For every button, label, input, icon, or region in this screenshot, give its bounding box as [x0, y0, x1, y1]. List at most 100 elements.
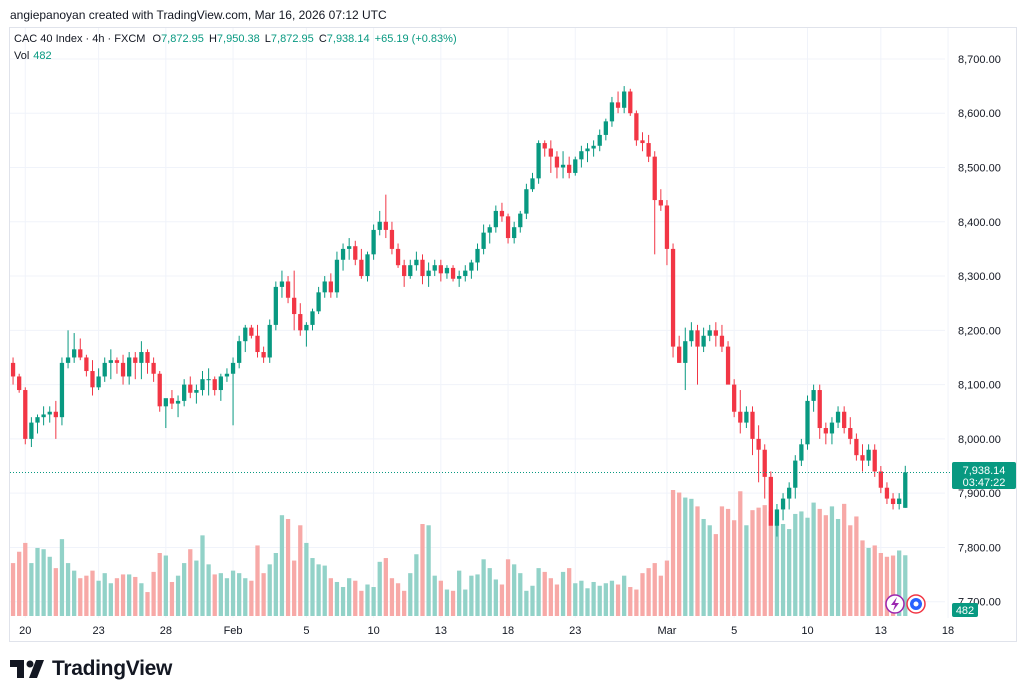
candle-body — [359, 259, 364, 277]
volume-bars — [10, 490, 908, 616]
volume-bar — [811, 502, 816, 616]
candle-body — [567, 164, 572, 173]
candle-body — [402, 265, 407, 277]
candle-body — [768, 476, 773, 526]
volume-bar — [444, 589, 450, 616]
candle-body — [493, 210, 498, 228]
candle-body — [646, 143, 651, 157]
candle-body — [878, 471, 883, 488]
volume-legend-label: Vol — [14, 50, 30, 62]
volume-tag-bg — [952, 603, 978, 617]
candle-body — [420, 259, 425, 277]
volume-bar — [695, 506, 700, 616]
volume-bar — [518, 573, 523, 616]
candle-body — [371, 229, 376, 255]
candle-body — [120, 362, 126, 377]
volume-bar — [872, 545, 877, 616]
volume-bar — [738, 491, 743, 616]
candle-body — [151, 362, 156, 374]
y-tick-label: 8,300.00 — [958, 271, 1001, 283]
candle-body — [261, 352, 266, 358]
candle-body — [780, 498, 786, 510]
volume-bar — [780, 524, 786, 616]
volume-bar — [897, 550, 902, 616]
x-tick-label: 28 — [160, 625, 172, 637]
tradingview-logo[interactable]: TradingView — [10, 657, 172, 681]
x-tick-label: 5 — [731, 625, 737, 637]
x-tick-label: 10 — [367, 625, 379, 637]
lightning-icon[interactable] — [885, 594, 905, 614]
y-tick-label: 8,200.00 — [958, 325, 1001, 337]
volume-bar — [17, 551, 22, 616]
candle-body — [84, 357, 89, 372]
candle-body — [658, 200, 663, 206]
candle-body — [212, 379, 217, 391]
volume-tag-value: 482 — [956, 605, 974, 617]
volume-bar — [548, 578, 553, 616]
y-tick-label: 8,100.00 — [958, 380, 1001, 392]
candle-body — [787, 487, 792, 499]
candle-body — [163, 398, 168, 407]
volume-bar — [47, 556, 52, 616]
volume-bar — [903, 555, 908, 616]
candle-body — [377, 221, 382, 230]
candle-body — [628, 91, 633, 114]
candle-body — [842, 411, 847, 429]
candle-body — [817, 390, 822, 429]
candles — [10, 86, 908, 537]
candle-body — [72, 349, 77, 358]
volume-bar — [90, 570, 95, 616]
volume-bar — [188, 549, 193, 616]
candle-body — [463, 270, 468, 277]
candle-body — [224, 373, 230, 377]
y-tick-label: 8,600.00 — [958, 108, 1001, 120]
volume-bar — [347, 578, 352, 616]
candle-body — [340, 248, 346, 260]
candle-body — [408, 265, 413, 277]
volume-bar — [157, 553, 162, 616]
volume-bar — [267, 564, 272, 616]
candle-body — [432, 265, 437, 271]
candle-body — [518, 213, 523, 228]
x-tick-label: Feb — [224, 625, 243, 637]
volume-bar — [365, 584, 370, 616]
candle-body — [603, 121, 608, 135]
candle-body — [854, 438, 859, 456]
candle-body — [78, 349, 83, 358]
candle-body — [243, 327, 248, 342]
candle-body — [548, 148, 553, 157]
volume-bar — [848, 525, 853, 616]
volume-bar — [609, 580, 615, 616]
candle-body — [59, 362, 65, 418]
volume-bar — [664, 560, 670, 616]
tradingview-brand: TradingView — [52, 657, 173, 680]
volume-bar — [120, 574, 126, 616]
candle-body — [744, 411, 749, 423]
candle-body — [395, 248, 401, 266]
y-tick-label: 8,400.00 — [958, 217, 1001, 229]
candle-body — [65, 357, 71, 363]
candle-body — [469, 262, 474, 271]
volume-bar — [72, 570, 77, 616]
volume-bar — [53, 568, 58, 616]
candle-body — [805, 400, 810, 445]
target-icon[interactable] — [906, 594, 926, 614]
candle-body — [848, 428, 853, 439]
price-tag-bg — [952, 462, 1016, 489]
candle-body — [652, 156, 657, 201]
volume-bar — [567, 568, 572, 616]
candle-body — [273, 286, 278, 325]
candle-body — [505, 216, 511, 239]
volume-bar — [279, 515, 285, 616]
volume-bar — [573, 583, 578, 616]
volume-bar — [475, 574, 480, 616]
volume-bar — [493, 579, 498, 616]
volume-bar — [683, 497, 688, 616]
candle-body — [890, 498, 896, 505]
volume-bar — [35, 547, 40, 616]
candle-body — [732, 384, 737, 412]
volume-bar — [237, 573, 242, 616]
volume-bar — [243, 578, 248, 616]
candle-body — [573, 159, 578, 173]
